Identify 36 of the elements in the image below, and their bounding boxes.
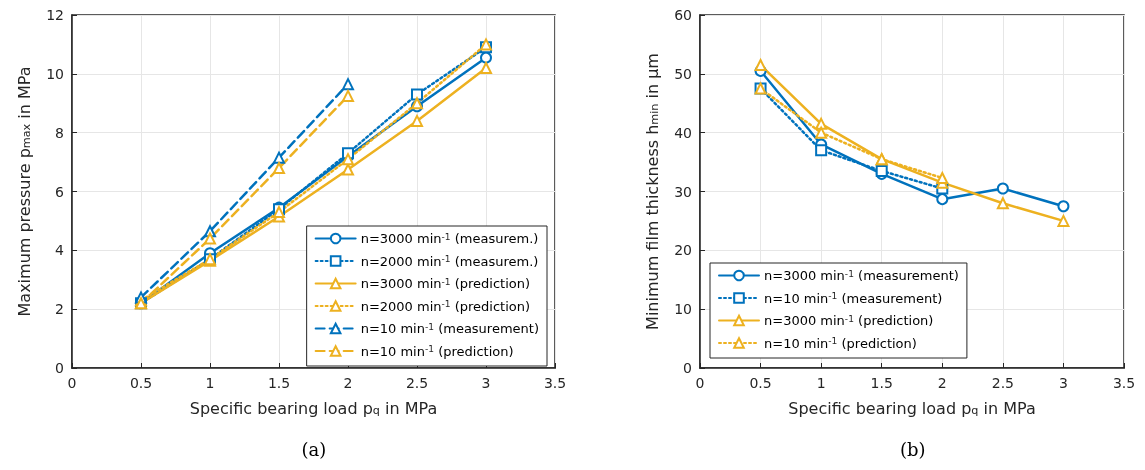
y-tick-label: 50 bbox=[674, 65, 692, 82]
x-tick-label: 0 bbox=[695, 375, 705, 391]
y-tick-label: 40 bbox=[674, 124, 692, 141]
x-tick-label: 2 bbox=[937, 375, 947, 391]
x-tick-label: 1 bbox=[205, 375, 215, 391]
y-tick-label: 10 bbox=[674, 301, 692, 318]
x-tick-label: 3.5 bbox=[543, 375, 567, 391]
text: (b) bbox=[900, 438, 926, 460]
x-tick-label: 2.5 bbox=[405, 375, 429, 391]
y-tick-label: 4 bbox=[55, 242, 65, 259]
x-axis-title: Specific bearing load pq in MPa bbox=[788, 398, 1036, 418]
x-tick-label: 3 bbox=[1058, 375, 1068, 391]
y-axis-title: Maximum pressure pmax in MPa bbox=[14, 66, 34, 317]
y-tick-label: 6 bbox=[55, 183, 65, 200]
y-axis-title: Minimum film thickness hmin in µm bbox=[642, 53, 662, 330]
y-tick-label: 0 bbox=[683, 360, 692, 376]
x-tick-label: 1.5 bbox=[870, 375, 893, 391]
text: (a) bbox=[301, 438, 327, 460]
y-tick-label: 10 bbox=[46, 65, 64, 82]
x-tick-label: 1.5 bbox=[267, 375, 291, 391]
x-tick-label: 2.5 bbox=[991, 375, 1014, 391]
x-tick-label: 0.5 bbox=[129, 375, 153, 391]
x-tick-label: 2 bbox=[343, 375, 353, 391]
y-tick-label: 0 bbox=[55, 360, 64, 376]
x-tick-label: 0.5 bbox=[749, 375, 772, 391]
y-tick-label: 60 bbox=[674, 7, 692, 23]
x-tick-label: 3.5 bbox=[1112, 375, 1136, 391]
y-tick-label: 2 bbox=[55, 301, 64, 318]
y-tick-label: 20 bbox=[674, 242, 692, 259]
x-axis-title: Specific bearing load pq in MPa bbox=[189, 398, 438, 418]
y-tick-label: 8 bbox=[55, 124, 64, 141]
y-tick-label: 12 bbox=[46, 7, 64, 23]
x-tick-label: 1 bbox=[816, 375, 826, 391]
y-tick-label: 30 bbox=[674, 183, 692, 200]
x-tick-label: 0 bbox=[67, 375, 77, 391]
x-tick-label: 3 bbox=[481, 375, 491, 391]
